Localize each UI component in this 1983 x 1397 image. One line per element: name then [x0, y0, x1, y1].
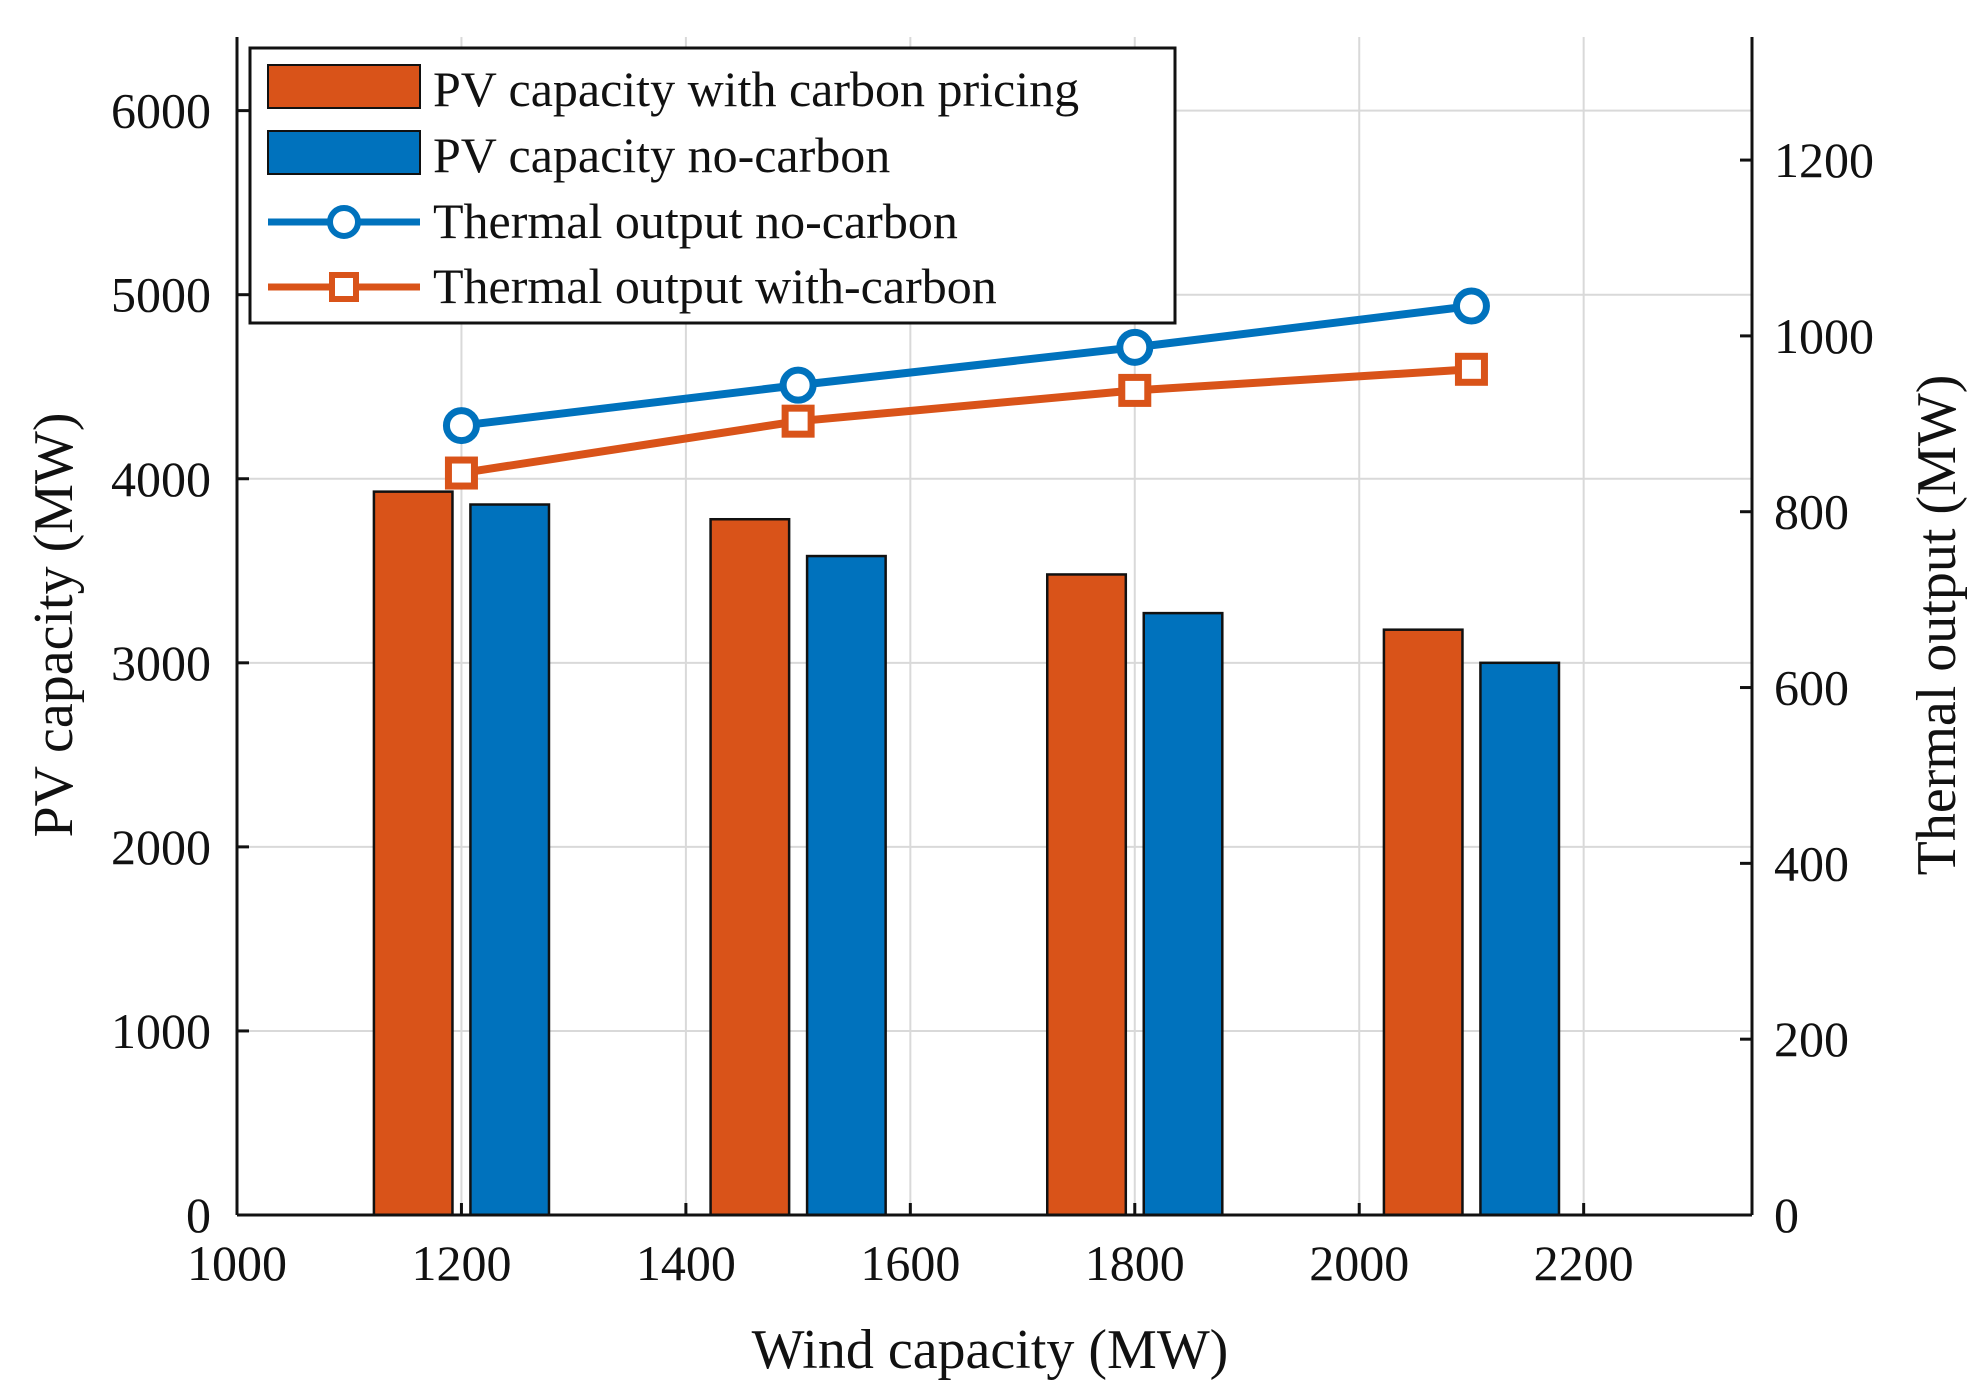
line-layer: [442, 287, 1490, 490]
legend: PV capacity with carbon pricing PV capac…: [248, 46, 1177, 325]
y-tick-label: 5000: [111, 267, 211, 323]
x-tick-label: 2000: [1309, 1235, 1409, 1291]
x-tick-label: 1800: [1085, 1235, 1185, 1291]
marker-point: [1116, 328, 1154, 366]
x-axis-title: Wind capacity (MW): [752, 1319, 1229, 1381]
y2-tick-label: 400: [1774, 835, 1849, 891]
marker-point: [444, 456, 478, 490]
y2-tick-label: 200: [1774, 1011, 1849, 1067]
bar-pv-no-carbon: [469, 503, 551, 1217]
y2-axis-title: Thermal output (MW): [1906, 375, 1968, 876]
series-line-thermal-no-carbon: [460, 302, 1472, 430]
y2-tick-label: 800: [1774, 484, 1849, 540]
y-tick-label: 0: [186, 1187, 211, 1243]
marker-point: [1118, 373, 1152, 407]
y2-tick-label: 1200: [1774, 132, 1874, 188]
legend-swatch-pv-no-carbon: [267, 130, 421, 175]
legend-label-thermal-no-carbon: Thermal output no-carbon: [433, 193, 958, 249]
bar-pv-carbon: [709, 517, 791, 1217]
y2-tick-label: 600: [1774, 660, 1849, 716]
y-tick-label: 6000: [111, 83, 211, 139]
bar-pv-carbon: [1045, 573, 1128, 1217]
y-tick-label: 4000: [111, 451, 211, 507]
legend-label-thermal-carbon: Thermal output with-carbon: [433, 258, 997, 314]
legend-label-pv-no-carbon: PV capacity no-carbon: [433, 127, 890, 183]
y2-tick-label: 1000: [1774, 308, 1874, 364]
bar-pv-carbon: [1382, 628, 1464, 1217]
y2-tick-label: 0: [1774, 1187, 1799, 1243]
x-tick-label: 1400: [636, 1235, 736, 1291]
x-tick-label: 1000: [187, 1235, 287, 1291]
y-tick-label: 2000: [111, 819, 211, 875]
bar-layer: [372, 490, 1561, 1217]
tick-layer: 1000 1200 1400 1600 1800 2000 2200010002000300…: [111, 83, 1874, 1291]
bar-pv-carbon: [372, 490, 454, 1217]
x-tick-label: 1600: [860, 1235, 960, 1291]
legend-marker-thermal-no-carbon: [327, 205, 361, 239]
marker-point: [781, 404, 815, 438]
marker-point: [1454, 352, 1488, 386]
y-tick-label: 1000: [111, 1003, 211, 1059]
axes: [235, 37, 1754, 1217]
legend-marker-thermal-carbon: [329, 272, 359, 302]
x-tick-label: 2200: [1534, 1235, 1634, 1291]
y-tick-label: 3000: [111, 635, 211, 691]
bar-pv-no-carbon: [805, 554, 887, 1217]
y-axis-title: PV capacity (MW): [23, 412, 85, 837]
bar-pv-no-carbon: [1142, 611, 1224, 1217]
marker-point: [1452, 287, 1490, 325]
legend-swatch-pv-carbon: [267, 64, 421, 109]
x-tick-label: 1200: [411, 1235, 511, 1291]
legend-label-pv-carbon: PV capacity with carbon pricing: [433, 61, 1079, 117]
series-line-thermal-carbon: [460, 365, 1472, 477]
bar-pv-no-carbon: [1479, 661, 1561, 1217]
marker-point: [779, 366, 817, 404]
marker-point: [442, 407, 480, 445]
